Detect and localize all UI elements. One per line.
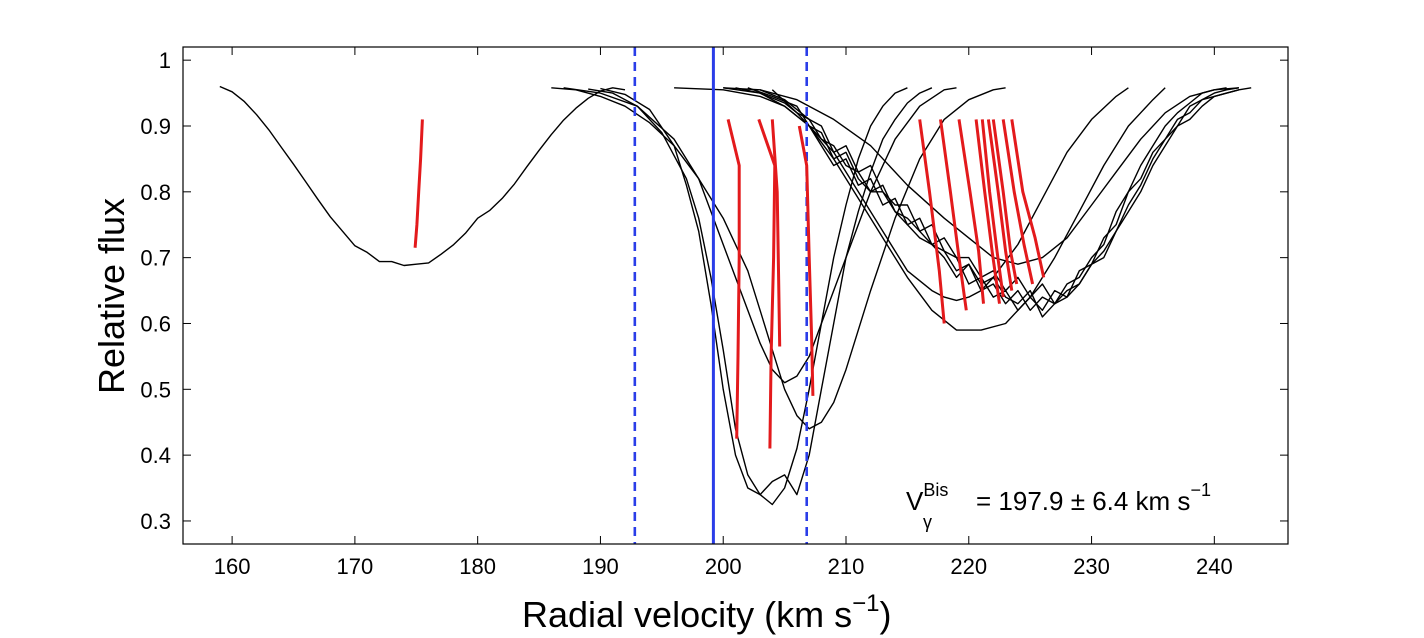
bisector-11-line [986, 119, 1014, 291]
bisector-5-line [797, 125, 815, 396]
profile-5-line [551, 87, 1006, 430]
bisector-12-line [991, 119, 1019, 285]
profile-4-line [563, 87, 957, 384]
x-tick-label: 230 [1073, 554, 1110, 579]
y-tick-label: 0.6 [140, 311, 171, 336]
bisector-2-line [726, 119, 741, 439]
bisector-10-line [980, 119, 1005, 298]
profile-1-line [219, 85, 626, 267]
x-tick-label: 200 [705, 554, 742, 579]
y-tick-label: 0.4 [140, 443, 171, 468]
x-axis-label: Radial velocity (km s−1) [522, 590, 891, 635]
x-tick-label: 210 [828, 554, 865, 579]
bisector-1-line [413, 119, 424, 248]
systemic-velocity-annotation: VBis [906, 480, 948, 516]
annotation-superscript: Bis [923, 480, 948, 500]
annotation-value-exponent: −1 [1190, 480, 1211, 500]
x-axis-label-exponent: −1 [852, 590, 879, 617]
annotation-value-text: = 197.9 ± 6.4 km s [976, 486, 1190, 516]
x-tick-label: 180 [459, 554, 496, 579]
x-axis-label-main: Radial velocity (km s [522, 594, 852, 635]
plot-frame [182, 46, 1289, 545]
plot-area [219, 47, 1252, 544]
x-tick-label: 170 [337, 554, 374, 579]
x-tick-label: 220 [950, 554, 987, 579]
bisector-7-line [939, 119, 968, 311]
x-axis-label-close: ) [879, 594, 891, 635]
x-tick-label: 160 [214, 554, 251, 579]
annotation-subscript: γ [923, 512, 932, 532]
bisector-3-line [757, 118, 777, 449]
bisector-4-line [770, 119, 782, 347]
y-axis-label: Relative flux [91, 198, 132, 394]
y-tick-label: 1 [159, 48, 171, 73]
bisector-14-line [1010, 119, 1046, 278]
bisector-9-line [974, 119, 1001, 304]
y-tick-label: 0.8 [140, 180, 171, 205]
y-tick-label: 0.3 [140, 509, 171, 534]
y-tick-label: 0.9 [140, 114, 171, 139]
profile-3-line [600, 87, 933, 496]
y-tick-label: 0.5 [140, 377, 171, 402]
bisector-8-line [957, 119, 985, 304]
axis-ticks: 160 170 180 190 200 210 220 230 240 0.3 0.4 0.5 0.6 0… [140, 47, 1288, 579]
bisector-13-line [1001, 119, 1035, 285]
x-tick-label: 240 [1196, 554, 1233, 579]
annotation-value: = 197.9 ± 6.4 km s−1 [976, 480, 1211, 516]
profile-2-line [588, 87, 908, 506]
annotation-symbol: V [906, 486, 924, 516]
bisector-6-line [918, 119, 946, 324]
profile-8-line [723, 87, 1227, 265]
x-tick-label: 190 [582, 554, 619, 579]
profile-11-line [735, 87, 1252, 318]
y-tick-label: 0.7 [140, 246, 171, 271]
